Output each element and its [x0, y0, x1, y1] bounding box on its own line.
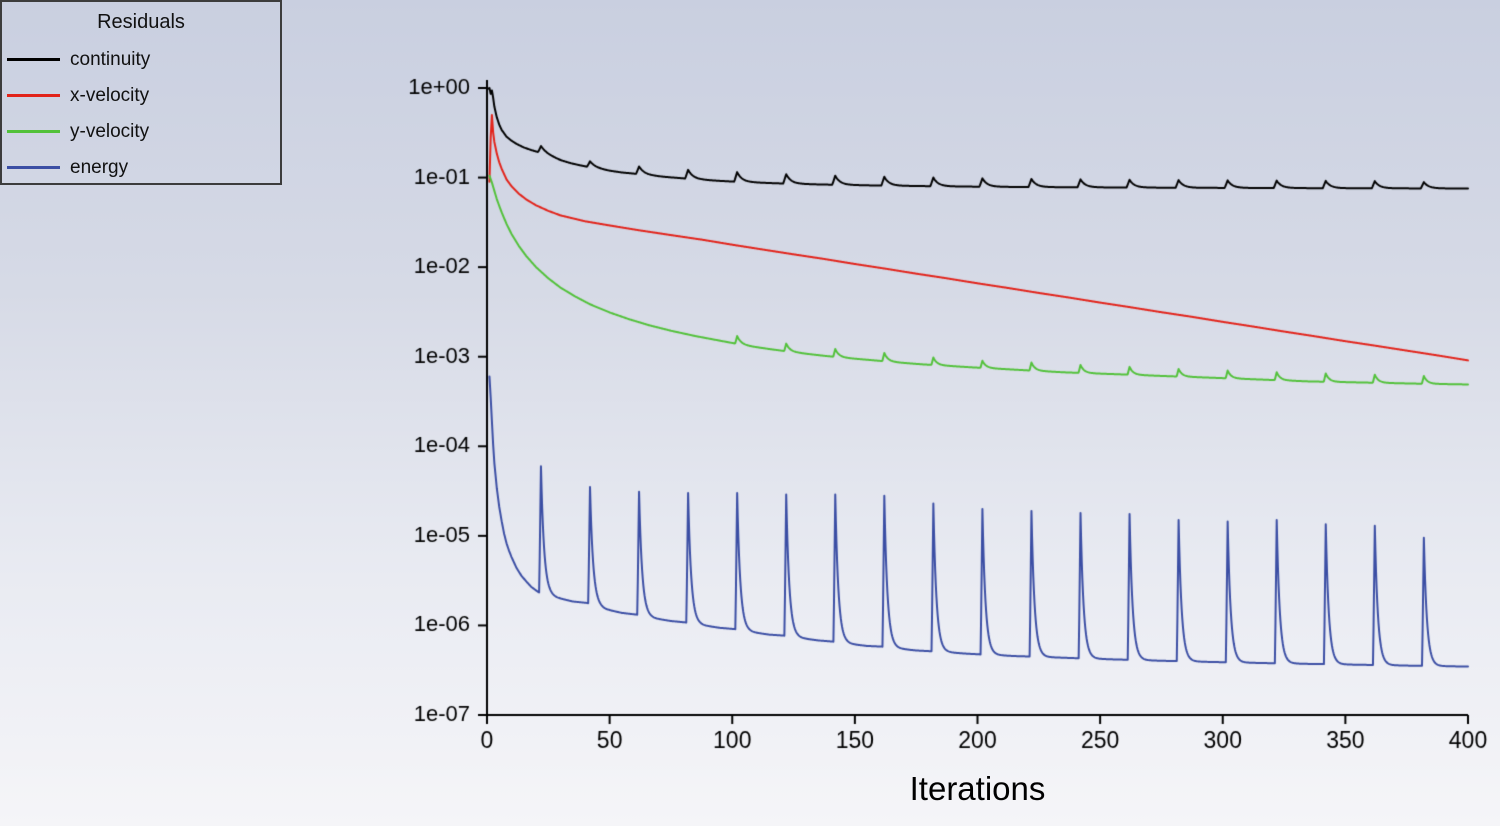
x-axis-title: Iterations — [909, 770, 1046, 807]
legend-label-continuity: continuity — [70, 48, 151, 70]
legend-title: Residuals — [97, 11, 185, 33]
legend-items: continuity x-velocity y-velocity energy — [2, 41, 280, 185]
legend-label-x-velocity: x-velocity — [70, 84, 150, 106]
legend-item-x-velocity: x-velocity — [2, 77, 280, 113]
legend-label-y-velocity: y-velocity — [70, 120, 150, 142]
legend-item-y-velocity: y-velocity — [2, 113, 280, 149]
legend-label-energy: energy — [70, 156, 129, 178]
legend-item-continuity: continuity — [2, 41, 280, 77]
legend-line-y-velocity-icon — [7, 129, 60, 133]
legend-item-energy: energy — [2, 149, 280, 185]
legend-line-x-velocity-icon — [7, 93, 60, 97]
legend-line-continuity-icon — [7, 57, 60, 61]
legend-line-energy-icon — [7, 165, 60, 169]
legend-box: Residuals continuity x-velocity y-veloci… — [0, 0, 282, 185]
